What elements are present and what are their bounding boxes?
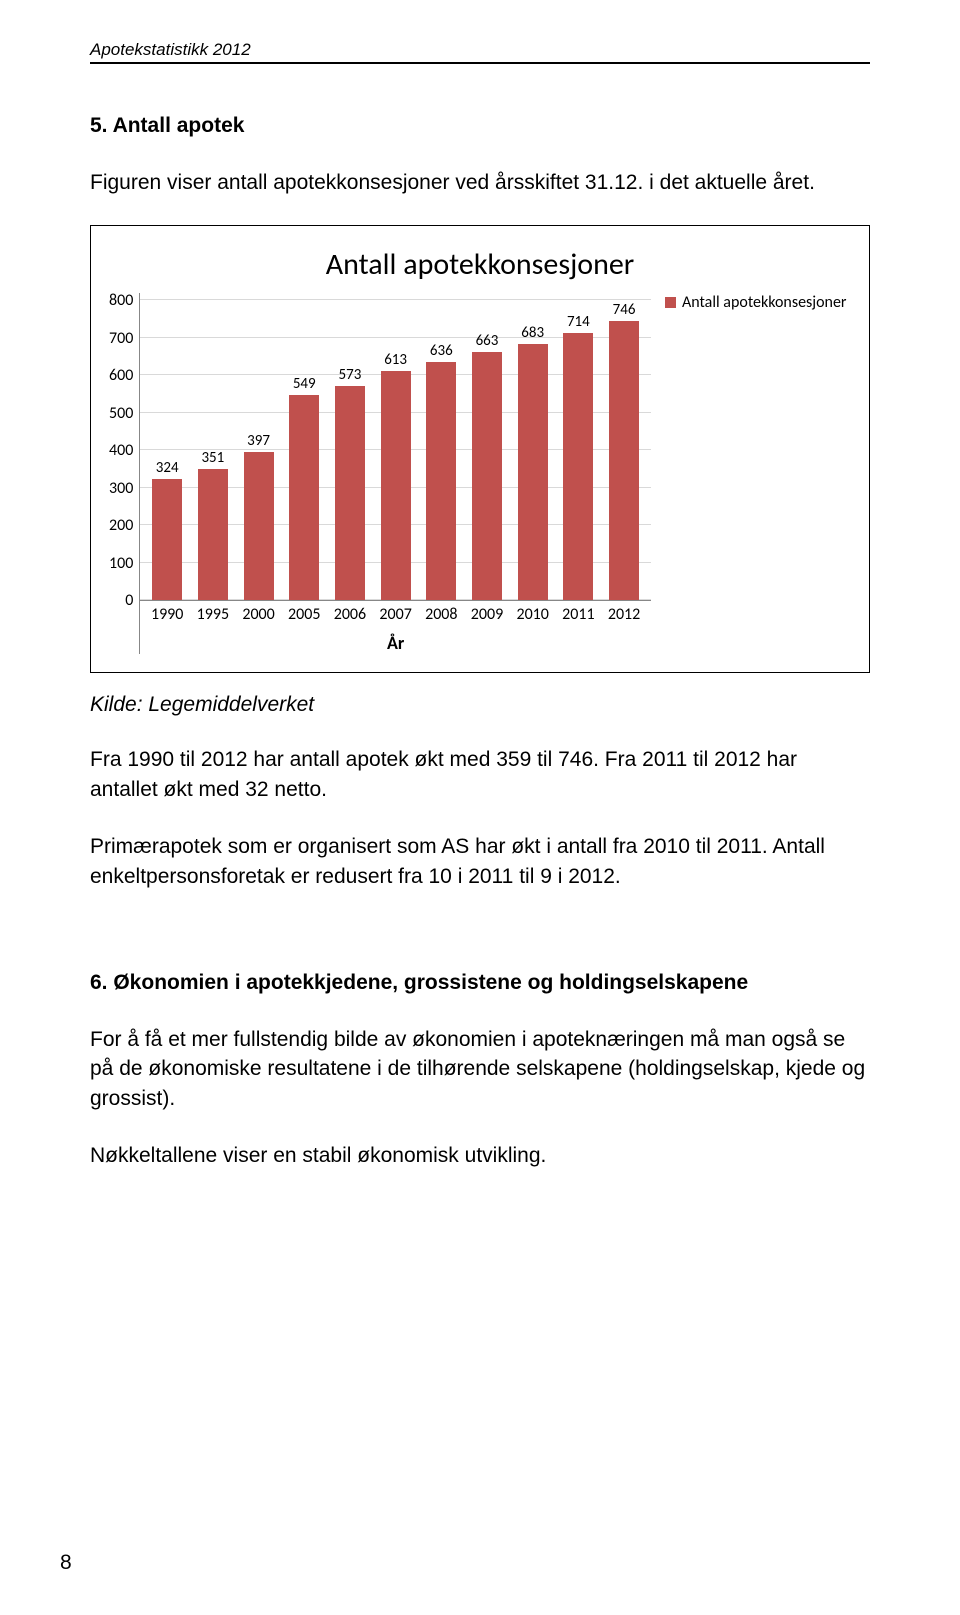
y-tick: 500 (109, 406, 133, 422)
x-tick-label: 2009 (468, 605, 506, 624)
y-tick: 800 (109, 293, 133, 309)
y-tick: 200 (109, 518, 133, 534)
x-axis-title: År (140, 632, 651, 654)
section-5-intro: Figuren viser antall apotekkonsesjoner v… (90, 168, 870, 197)
y-tick: 700 (109, 331, 133, 347)
y-tick: 300 (109, 481, 133, 497)
gridline (140, 299, 651, 300)
bar (289, 395, 319, 601)
section-6-p2: Nøkkeltallene viser en stabil økonomisk … (90, 1141, 870, 1170)
x-axis-labels: 1990 1995 2000 2005 2006 2007 2008 2009 2010 2011… (140, 601, 651, 624)
x-tick-label: 1990 (148, 605, 186, 624)
legend-swatch (665, 297, 676, 308)
y-tick: 400 (109, 443, 133, 459)
x-tick-label: 2000 (240, 605, 278, 624)
bar-column: 397 (240, 432, 278, 601)
para-primary-pharmacies: Primærapotek som er organisert som AS ha… (90, 832, 870, 891)
section-5-heading: 5. Antall apotek (90, 114, 870, 138)
bar (426, 362, 456, 601)
bars-row: 324 351 397 549 573 613 636 663 683 714 746 (140, 301, 651, 600)
bar-value-label: 324 (156, 459, 179, 477)
x-tick-label: 2008 (422, 605, 460, 624)
bar-value-label: 636 (430, 342, 453, 360)
bar-column: 746 (605, 301, 643, 601)
y-tick: 100 (109, 556, 133, 572)
chart-plot: 800 700 600 500 400 300 200 100 0 324 351 397 549 57… (109, 293, 651, 654)
page-container: Apotekstatistikk 2012 5. Antall apotek F… (0, 0, 960, 1615)
bar-column: 324 (148, 459, 186, 601)
plot-area: 324 351 397 549 573 613 636 663 683 714 746 (140, 301, 651, 601)
y-axis: 800 700 600 500 400 300 200 100 0 (109, 293, 139, 609)
bar-value-label: 613 (384, 351, 407, 369)
legend-label: Antall apotekkonsesjoner (682, 293, 847, 312)
x-tick-label: 2011 (559, 605, 597, 624)
bar (335, 386, 365, 601)
bar-value-label: 663 (476, 332, 499, 350)
page-number: 8 (60, 1551, 72, 1575)
running-header: Apotekstatistikk 2012 (90, 40, 870, 60)
bar-column: 663 (468, 332, 506, 601)
bar-column: 549 (285, 375, 323, 601)
bar (381, 371, 411, 601)
x-tick-label: 2007 (377, 605, 415, 624)
bar (518, 344, 548, 600)
bar (472, 352, 502, 601)
bar (152, 479, 182, 601)
chart-source: Kilde: Legemiddelverket (90, 693, 870, 717)
bar (563, 333, 593, 601)
bar-value-label: 573 (339, 366, 362, 384)
bar-column: 683 (514, 324, 552, 600)
chart-legend: Antall apotekkonsesjoner (651, 293, 851, 312)
bar-chart: Antall apotekkonsesjoner 800 700 600 500 400… (90, 225, 870, 673)
bar (198, 469, 228, 601)
bar (244, 452, 274, 601)
chart-body: 800 700 600 500 400 300 200 100 0 324 351 397 549 57… (109, 293, 851, 654)
bar-column: 714 (559, 313, 597, 601)
bar-value-label: 714 (567, 313, 590, 331)
bar-column: 573 (331, 366, 369, 601)
plot-wrap: 324351397549573613636663683714746 199019… (139, 293, 651, 654)
x-tick-label: 2006 (331, 605, 369, 624)
x-tick-label: 2010 (514, 605, 552, 624)
bar-value-label: 549 (293, 375, 316, 393)
bar-column: 613 (377, 351, 415, 601)
bar-value-label: 746 (613, 301, 636, 319)
x-tick-label: 2005 (285, 605, 323, 624)
bar-value-label: 351 (201, 449, 224, 467)
bar (609, 321, 639, 601)
bar-value-label: 397 (247, 432, 270, 450)
y-tick: 0 (125, 593, 133, 609)
section-6-p1: For å få et mer fullstendig bilde av øko… (90, 1025, 870, 1113)
bar-value-label: 683 (521, 324, 544, 342)
x-tick-label: 1995 (194, 605, 232, 624)
section-6-heading: 6. Økonomien i apotekkjedene, grossisten… (90, 971, 870, 995)
chart-title: Antall apotekkonsesjoner (109, 246, 851, 283)
x-tick-label: 2012 (605, 605, 643, 624)
legend-item: Antall apotekkonsesjoner (665, 293, 851, 312)
bar-column: 351 (194, 449, 232, 601)
y-tick: 600 (109, 368, 133, 384)
para-growth-total: Fra 1990 til 2012 har antall apotek økt … (90, 745, 870, 804)
header-rule (90, 62, 870, 64)
bar-column: 636 (422, 342, 460, 601)
